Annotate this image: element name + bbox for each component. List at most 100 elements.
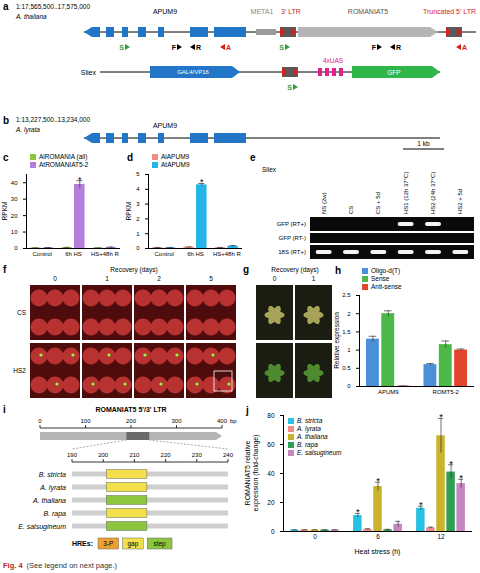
svg-text:B. rapa: B. rapa (297, 441, 318, 449)
svg-text:3' LTR: 3' LTR (281, 8, 301, 15)
svg-text:A. lyrata: A. lyrata (296, 425, 321, 433)
svg-text:F: F (372, 44, 377, 51)
svg-text:HS2 + 5d: HS2 + 5d (457, 189, 463, 214)
svg-text:step: step (153, 540, 166, 548)
svg-text:0: 0 (14, 245, 18, 251)
svg-text:1: 1 (312, 275, 316, 282)
svg-text:0.5: 0.5 (342, 365, 351, 371)
svg-text:*: * (459, 472, 463, 483)
svg-text:*: * (200, 177, 204, 187)
svg-text:AtAPUM9: AtAPUM9 (161, 161, 190, 168)
svg-text:20: 20 (267, 499, 275, 506)
svg-text:ROMANIAT5 relative: ROMANIAT5 relative (244, 440, 251, 505)
svg-text:expression (fold-change): expression (fold-change) (252, 434, 260, 511)
svg-text:d: d (127, 152, 133, 163)
svg-text:1:13,227,500..13,234,000: 1:13,227,500..13,234,000 (16, 116, 90, 123)
svg-text:APUM9: APUM9 (153, 122, 177, 129)
svg-text:200: 200 (98, 452, 109, 458)
svg-text:HS2: HS2 (13, 367, 26, 374)
svg-text:Control: Control (154, 251, 173, 257)
svg-text:GFP: GFP (387, 69, 400, 76)
svg-text:Sense: Sense (371, 275, 390, 282)
svg-text:S: S (119, 44, 124, 51)
svg-text:Truncated 5' LTR: Truncated 5' LTR (423, 8, 476, 15)
svg-text:Control: Control (32, 251, 51, 257)
svg-text:Recovery (days): Recovery (days) (271, 266, 318, 274)
svg-text:*: * (449, 458, 453, 469)
svg-text:2: 2 (157, 275, 161, 282)
svg-text:1:17,565,500..17,575,000: 1:17,565,500..17,575,000 (16, 3, 90, 10)
svg-text:R: R (196, 44, 201, 51)
svg-text:ROMANIAT5: ROMANIAT5 (348, 8, 388, 15)
svg-text:A. thaliana: A. thaliana (15, 13, 47, 20)
svg-text:f: f (3, 264, 7, 275)
svg-text:40: 40 (11, 180, 18, 186)
svg-text:5: 5 (136, 171, 140, 177)
svg-text:bp: bp (230, 418, 237, 424)
svg-text:a: a (3, 1, 9, 12)
svg-text:E. salsugineum: E. salsugineum (297, 449, 342, 457)
svg-text:0: 0 (38, 418, 42, 424)
svg-text:0: 0 (347, 383, 351, 389)
svg-text:Fig. 4: Fig. 4 (3, 561, 23, 570)
svg-text:APUM9: APUM9 (153, 8, 177, 15)
svg-text:Relative expression: Relative expression (333, 312, 341, 369)
svg-text:S: S (287, 84, 292, 91)
svg-text:A. thaliana: A. thaliana (296, 433, 328, 440)
svg-text:(See legend on next page.): (See legend on next page.) (27, 561, 118, 570)
svg-text:Anti-sense: Anti-sense (371, 283, 402, 290)
svg-text:i: i (3, 404, 6, 415)
svg-text:g: g (243, 264, 249, 275)
svg-text:6: 6 (376, 533, 380, 540)
svg-text:190: 190 (67, 452, 78, 458)
svg-text:HS2 (24h 37°C): HS2 (24h 37°C) (430, 172, 436, 214)
svg-text:Recovery (days): Recovery (days) (110, 266, 157, 274)
svg-text:B. rapa: B. rapa (43, 510, 66, 518)
svg-text:*: * (356, 506, 360, 517)
svg-text:3: 3 (136, 201, 140, 207)
svg-text:Silex: Silex (262, 166, 277, 173)
svg-text:AlROMANIA (all): AlROMANIA (all) (39, 153, 87, 161)
svg-text:b: b (3, 115, 9, 126)
svg-text:A. lyrata: A. lyrata (39, 484, 66, 492)
svg-text:Oligo-d(T): Oligo-d(T) (371, 267, 400, 275)
svg-text:0: 0 (271, 528, 275, 535)
svg-text:230: 230 (192, 452, 203, 458)
svg-text:GFP (RT+): GFP (RT+) (277, 221, 306, 227)
svg-text:200: 200 (126, 418, 137, 424)
svg-text:A: A (462, 44, 467, 51)
svg-text:4xUAS: 4xUAS (323, 57, 344, 64)
svg-text:NS (2w): NS (2w) (321, 192, 327, 214)
svg-text:HS+48h R: HS+48h R (91, 251, 120, 257)
svg-text:AlAPUM9: AlAPUM9 (161, 153, 190, 160)
svg-text:e: e (250, 152, 256, 163)
svg-text:210: 210 (129, 452, 140, 458)
svg-text:0: 0 (313, 533, 317, 540)
svg-text:220: 220 (161, 452, 172, 458)
svg-text:300: 300 (171, 418, 182, 424)
svg-text:RPKM: RPKM (1, 202, 8, 221)
svg-text:APUM9: APUM9 (378, 389, 399, 395)
svg-text:*: * (439, 411, 443, 422)
svg-text:*: * (419, 499, 423, 510)
svg-text:Silex: Silex (81, 69, 97, 76)
svg-text:3-P: 3-P (103, 540, 113, 547)
svg-text:2: 2 (136, 216, 140, 222)
svg-text:GFP (RT-): GFP (RT-) (279, 235, 306, 241)
svg-text:META1: META1 (251, 8, 274, 15)
svg-text:HREs:: HREs: (72, 540, 93, 547)
svg-text:CS + 5d: CS + 5d (375, 192, 381, 214)
svg-text:80: 80 (267, 412, 275, 419)
svg-text:18S (RT+): 18S (RT+) (278, 249, 306, 255)
svg-text:*: * (376, 475, 380, 486)
svg-text:CS: CS (348, 206, 354, 214)
svg-text:20: 20 (11, 213, 18, 219)
svg-text:A: A (226, 44, 231, 51)
svg-text:F: F (172, 44, 177, 51)
svg-text:2.5: 2.5 (342, 292, 351, 298)
svg-text:Heat stress (h): Heat stress (h) (355, 548, 401, 556)
svg-text:ROMT5-2: ROMT5-2 (433, 389, 460, 395)
svg-text:*: * (78, 175, 82, 185)
svg-text:AtROMANIAT5-2: AtROMANIAT5-2 (39, 161, 89, 168)
svg-text:j: j (245, 405, 249, 416)
